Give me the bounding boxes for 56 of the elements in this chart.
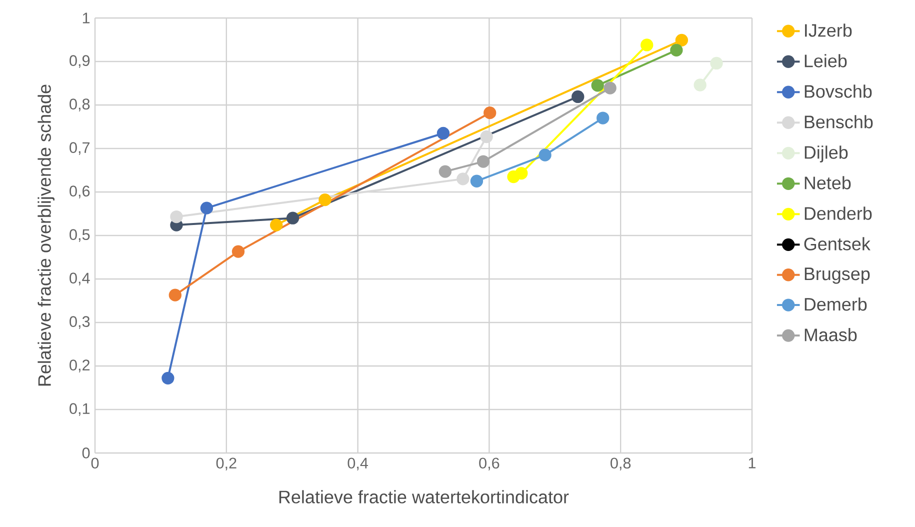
legend-label: Neteb bbox=[804, 176, 851, 190]
y-tick-label: 0,4 bbox=[70, 272, 90, 286]
point bbox=[170, 210, 183, 224]
point bbox=[200, 202, 214, 214]
x-tick-label: 0,2 bbox=[216, 458, 236, 470]
legend-label: IJzerb bbox=[805, 24, 852, 37]
y-tick-label: 0,5 bbox=[70, 229, 90, 242]
point bbox=[675, 34, 688, 47]
point bbox=[476, 155, 490, 168]
point bbox=[232, 245, 245, 258]
point bbox=[318, 193, 332, 206]
point bbox=[168, 288, 182, 302]
point bbox=[470, 174, 484, 188]
y-tick-label: 0,6 bbox=[70, 186, 90, 198]
y-tick-label: 0,8 bbox=[70, 98, 90, 112]
point bbox=[596, 112, 610, 124]
legend-label: Bovschb bbox=[804, 84, 872, 98]
x-tick-label: 1 bbox=[748, 458, 756, 468]
legend-label: Dijleb bbox=[804, 146, 848, 162]
y-tick-label: 1 bbox=[82, 12, 90, 24]
legend-label: Denderb bbox=[804, 206, 872, 220]
y-tick-label: 0,1 bbox=[70, 403, 90, 416]
point bbox=[640, 38, 654, 52]
x-axis-title: Relatieve fractie watertekortindicator bbox=[279, 490, 569, 504]
point bbox=[480, 130, 493, 144]
point bbox=[515, 166, 528, 180]
point bbox=[572, 90, 584, 104]
y-tick-label: 0,7 bbox=[70, 142, 90, 155]
point bbox=[436, 126, 450, 140]
point bbox=[162, 372, 174, 384]
legend-label: Gentsek bbox=[804, 237, 870, 250]
point bbox=[456, 172, 470, 186]
point bbox=[438, 165, 452, 178]
y-tick-label: 0,9 bbox=[70, 55, 90, 68]
x-tick-label: 0 bbox=[91, 458, 99, 469]
legend-label: Leieb bbox=[804, 54, 847, 68]
y-tick-label: 0,2 bbox=[70, 360, 90, 372]
y-tick-label: 0,3 bbox=[70, 316, 90, 329]
legend-label: Brugsep bbox=[804, 268, 870, 284]
x-tick-label: 0,6 bbox=[479, 458, 500, 470]
point bbox=[694, 78, 706, 92]
point bbox=[591, 79, 604, 92]
point bbox=[670, 44, 683, 57]
y-tick-label: 0 bbox=[82, 448, 90, 458]
legend-label: Demerb bbox=[804, 298, 867, 311]
x-tick-label: 0,4 bbox=[348, 458, 368, 470]
point bbox=[286, 212, 300, 224]
point bbox=[484, 106, 496, 120]
point bbox=[710, 56, 723, 70]
point bbox=[270, 218, 283, 232]
x-tick-label: 0,8 bbox=[610, 458, 631, 470]
point bbox=[538, 148, 552, 162]
point bbox=[604, 82, 616, 94]
legend-label: Maasb bbox=[804, 328, 857, 342]
y-axis-title: Relatieve fractie overblijvende schade bbox=[38, 84, 54, 386]
legend-label: Benschb bbox=[804, 115, 873, 128]
